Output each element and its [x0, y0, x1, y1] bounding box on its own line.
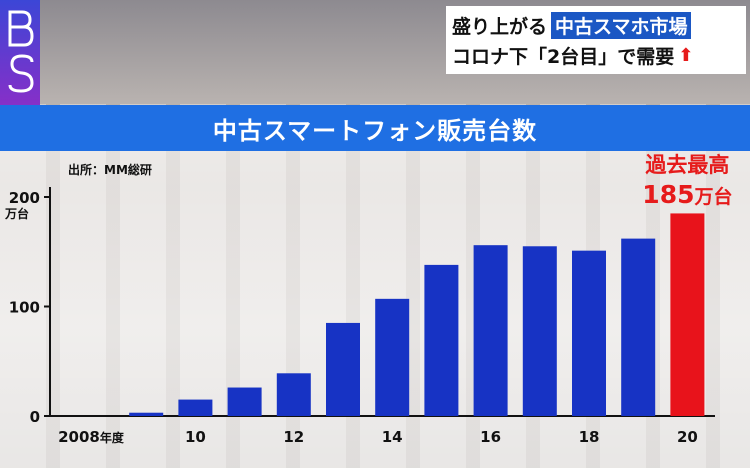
bar-2016: [473, 245, 508, 416]
headline-line-2-text: コロナ下「2台目」で需要: [452, 45, 675, 68]
bs-logo: [0, 0, 40, 112]
bar-2013: [326, 322, 360, 416]
record-high-label: 過去最高: [645, 153, 729, 177]
bar-2014: [375, 298, 410, 416]
x-tick-label-2008: 2008年度: [58, 428, 125, 446]
x-tick-label-2012: 12: [283, 428, 304, 446]
y-tick-label: 200: [9, 189, 40, 207]
chart-source: 出所：MM総研: [68, 162, 152, 177]
bar-2015: [424, 264, 459, 416]
x-tick-label-2010: 10: [185, 428, 206, 446]
bar-2011: [227, 387, 262, 416]
record-high-value: 185万台: [642, 180, 732, 209]
bar-2010: [178, 399, 213, 416]
x-tick-label-2014: 14: [382, 428, 403, 446]
headline-line-1: 盛り上がる 中古スマホ市場: [452, 10, 740, 40]
x-tick-label-2020: 20: [677, 428, 698, 446]
bar-2009: [129, 412, 164, 416]
y-tick-label: 100: [9, 299, 40, 317]
x-tick-label-2016: 16: [480, 428, 501, 446]
x-tick-label-2018: 18: [579, 428, 600, 446]
up-arrow-icon: ⬆: [678, 44, 694, 66]
news-headline: 盛り上がる 中古スマホ市場 コロナ下「2台目」で需要 ⬆: [446, 6, 746, 74]
bar-2017: [522, 246, 557, 416]
bar-2020: [670, 213, 705, 416]
chart-title-bar: 中古スマートフォン販売台数: [0, 105, 750, 151]
y-unit-label: 万台: [4, 206, 29, 221]
bar-2018: [572, 250, 606, 416]
bar-2012: [276, 373, 311, 416]
y-tick-label: 0: [30, 408, 40, 426]
headline-line-2: コロナ下「2台目」で需要 ⬆: [452, 40, 740, 70]
chart-title: 中古スマートフォン販売台数: [212, 116, 538, 145]
headline-prefix: 盛り上がる: [452, 15, 548, 38]
headline-highlight: 中古スマホ市場: [551, 11, 692, 39]
bar-2019: [621, 238, 656, 416]
